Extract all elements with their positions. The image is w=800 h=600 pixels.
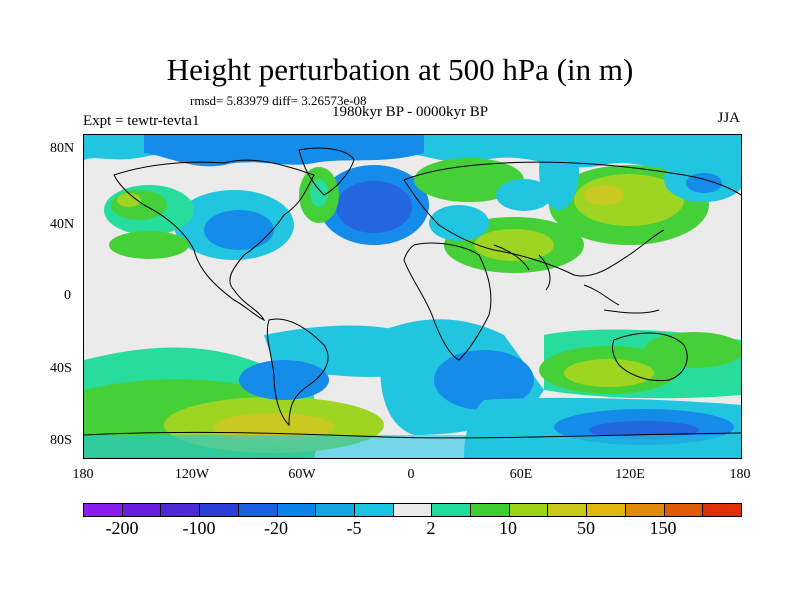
lon-label-180e: 180 bbox=[729, 467, 751, 482]
lon-label-60e: 60E bbox=[509, 467, 533, 482]
colorbar-label: 10 bbox=[499, 518, 517, 538]
lat-label-40n: 40N bbox=[50, 217, 75, 232]
colorbar-swatch bbox=[471, 504, 510, 516]
lon-label-180w: 180 bbox=[72, 467, 94, 482]
coastlines bbox=[84, 147, 741, 439]
lat-label-40s: 40S bbox=[50, 361, 72, 376]
colorbar-swatch bbox=[161, 504, 201, 516]
colorbar-swatch bbox=[703, 504, 741, 516]
colorbar-swatch bbox=[316, 504, 355, 516]
colorbar-swatch bbox=[548, 504, 588, 516]
lon-label-0: 0 bbox=[407, 467, 415, 482]
lon-label-120w: 120W bbox=[174, 467, 210, 482]
season-label: JJA bbox=[717, 110, 740, 126]
colorbar-label: 50 bbox=[577, 518, 595, 538]
colorbar-label: -5 bbox=[346, 518, 362, 538]
colorbar-swatch bbox=[393, 504, 433, 516]
colorbar-swatch bbox=[664, 504, 704, 516]
colorbar-swatch bbox=[509, 504, 549, 516]
colorbar-label: 150 bbox=[649, 518, 677, 538]
map-title: Height perturbation at 500 hPa (in m) bbox=[166, 52, 634, 87]
colorbar-label: -200 bbox=[105, 518, 139, 538]
stats-label: rmsd= 5.83979 diff= 3.26573e-08 bbox=[190, 93, 367, 108]
lat-label-80n: 80N bbox=[50, 141, 75, 156]
colorbar-label: 2 bbox=[426, 518, 436, 538]
lat-label-0: 0 bbox=[64, 288, 71, 303]
colorbar-swatch bbox=[277, 504, 317, 516]
experiment-label: Expt = tewtr-tevta1 bbox=[83, 113, 200, 129]
colorbar-swatch bbox=[625, 504, 665, 516]
colorbar-swatch bbox=[354, 504, 394, 516]
colorbar-swatch bbox=[238, 504, 278, 516]
anomaly-fields bbox=[84, 135, 741, 458]
colorbar-label: -20 bbox=[264, 518, 288, 538]
colorbar-swatch bbox=[84, 504, 123, 516]
lon-label-60w: 60W bbox=[288, 467, 316, 482]
period-label: 1980kyr BP - 0000kyr BP bbox=[331, 104, 489, 120]
colorbar-label: -100 bbox=[182, 518, 216, 538]
colorbar-swatch bbox=[200, 504, 239, 516]
map-panel bbox=[83, 134, 742, 459]
colorbar-swatch bbox=[587, 504, 626, 516]
lat-label-80s: 80S bbox=[50, 433, 72, 448]
colorbar bbox=[83, 503, 742, 517]
colorbar-swatch bbox=[432, 504, 472, 516]
map-canvas bbox=[84, 135, 741, 458]
lon-label-120e: 120E bbox=[615, 467, 645, 482]
colorbar-swatch bbox=[122, 504, 162, 516]
